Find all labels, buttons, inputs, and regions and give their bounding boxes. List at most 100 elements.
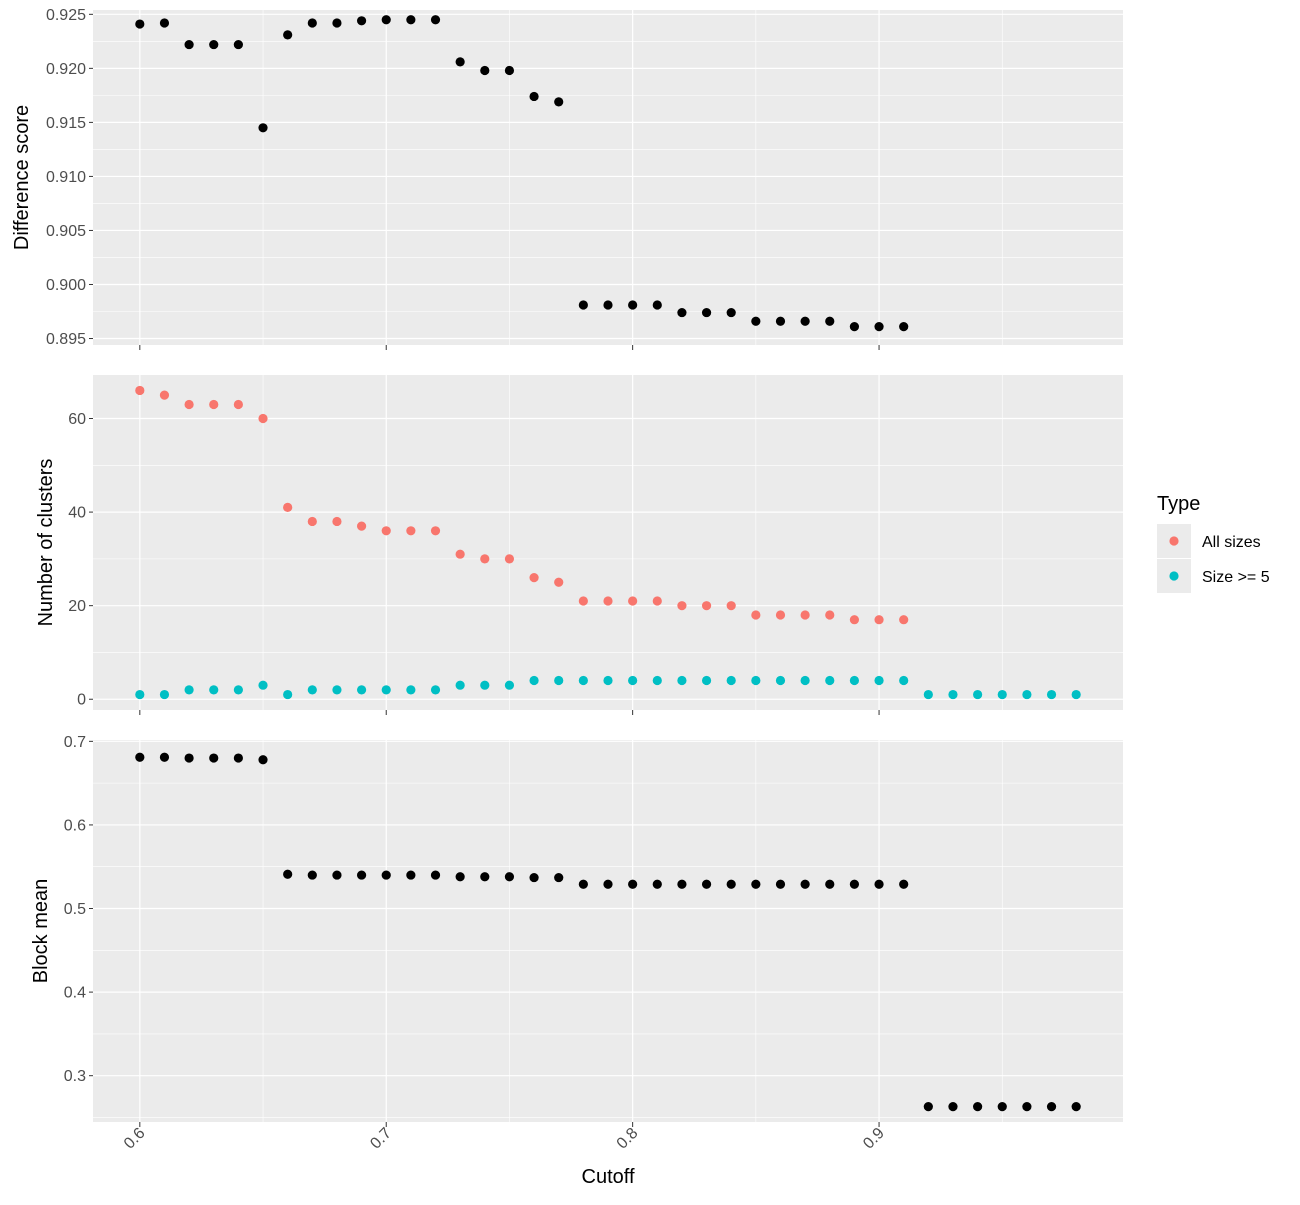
data-point [258, 755, 268, 765]
data-point [209, 39, 219, 50]
data-point-size-5 [825, 675, 835, 686]
data-point [135, 19, 145, 29]
y-tick-label: 0.900 [46, 277, 86, 294]
y-tick-label: 0.920 [46, 61, 86, 78]
data-point [356, 16, 367, 26]
data-point-all-sizes [628, 596, 638, 606]
data-point [603, 879, 613, 889]
data-point [529, 91, 539, 102]
x-tick-label: 0.9 [860, 1125, 888, 1153]
data-point [1046, 1102, 1057, 1112]
data-point-all-sizes [529, 572, 539, 583]
y-axis-title: Block mean [30, 879, 52, 984]
data-point-all-sizes [899, 615, 909, 625]
y-tick-label: 20 [68, 598, 86, 615]
data-point-size-5 [1071, 689, 1081, 700]
data-point-size-5 [775, 675, 786, 686]
data-point [1022, 1102, 1032, 1112]
data-point-size-5 [430, 685, 441, 695]
data-point [430, 870, 441, 880]
x-tick-label: 0.6 [121, 1125, 149, 1153]
data-point-size-5 [356, 685, 367, 695]
data-point [504, 872, 515, 882]
data-point-all-sizes [726, 601, 736, 611]
data-point-size-5 [332, 685, 342, 695]
data-point [184, 753, 194, 763]
data-point [701, 307, 712, 318]
data-point-all-sizes [430, 526, 441, 536]
legend-swatch [1169, 571, 1179, 581]
data-point [406, 15, 416, 25]
data-point [159, 18, 170, 28]
data-point [233, 753, 243, 763]
data-point [283, 30, 293, 40]
data-point [135, 752, 145, 762]
legend-title: Type [1157, 493, 1200, 515]
data-point-all-sizes [381, 526, 391, 536]
data-point [529, 872, 539, 883]
data-point [332, 18, 342, 28]
panel-clusters: 0 20 40 60 Number of clusters Type All sizes Si… [35, 375, 1270, 715]
data-point [356, 870, 367, 880]
data-point [455, 57, 465, 67]
data-point [1071, 1102, 1081, 1112]
data-point-all-sizes [603, 596, 613, 606]
legend: Type All sizes Size >= 5 [1157, 493, 1270, 593]
data-point [923, 1102, 933, 1112]
data-point-size-5 [135, 689, 145, 700]
y-axis-title: Number of clusters [35, 459, 57, 627]
data-point [381, 870, 391, 880]
data-point [874, 879, 884, 889]
data-point [628, 879, 638, 889]
data-point [800, 316, 810, 326]
panel-background [93, 740, 1123, 1122]
panel-background [93, 10, 1123, 345]
data-point-all-sizes [233, 399, 243, 410]
data-point [775, 316, 786, 326]
data-point-size-5 [480, 680, 490, 690]
data-point-all-sizes [406, 526, 416, 536]
data-point-size-5 [899, 675, 909, 686]
data-point [554, 97, 564, 107]
y-tick-label: 0.925 [46, 7, 86, 24]
data-point [825, 879, 835, 889]
data-point-size-5 [258, 680, 268, 690]
y-tick-label: 0.7 [64, 734, 86, 751]
data-point-all-sizes [751, 610, 761, 620]
data-point [849, 879, 860, 889]
data-point [652, 879, 662, 889]
data-point [332, 870, 342, 880]
data-point-all-sizes [480, 554, 490, 564]
data-point-size-5 [1046, 689, 1057, 700]
data-point-size-5 [578, 675, 588, 686]
data-point-all-sizes [209, 399, 219, 410]
data-point-size-5 [997, 689, 1007, 700]
data-point [751, 879, 761, 889]
data-point-size-5 [973, 689, 983, 700]
data-point-size-5 [874, 675, 884, 686]
legend-label-size-5: Size >= 5 [1202, 569, 1270, 586]
data-point [948, 1102, 958, 1112]
data-point-all-sizes [554, 577, 564, 587]
data-point-size-5 [283, 689, 293, 700]
data-point [184, 39, 194, 50]
data-point-size-5 [603, 675, 613, 686]
y-tick-label: 0.3 [64, 1068, 86, 1085]
data-point [726, 307, 736, 318]
data-point [997, 1102, 1007, 1112]
data-point [554, 872, 564, 883]
data-point-all-sizes [849, 615, 860, 625]
data-point-size-5 [504, 680, 515, 690]
data-point-size-5 [751, 675, 761, 686]
panel-block: 0.3 0.4 0.5 0.6 0.7 0.6 0.7 0.8 0.9 Block mean Cut… [30, 734, 1123, 1188]
data-point [849, 322, 860, 332]
data-point [652, 300, 662, 310]
data-point [307, 870, 317, 880]
data-point-size-5 [381, 685, 391, 695]
data-point-all-sizes [825, 610, 835, 620]
data-point-all-sizes [135, 385, 145, 396]
data-point [628, 300, 638, 310]
legend-label-all-sizes: All sizes [1202, 534, 1261, 551]
data-point-size-5 [800, 675, 810, 686]
